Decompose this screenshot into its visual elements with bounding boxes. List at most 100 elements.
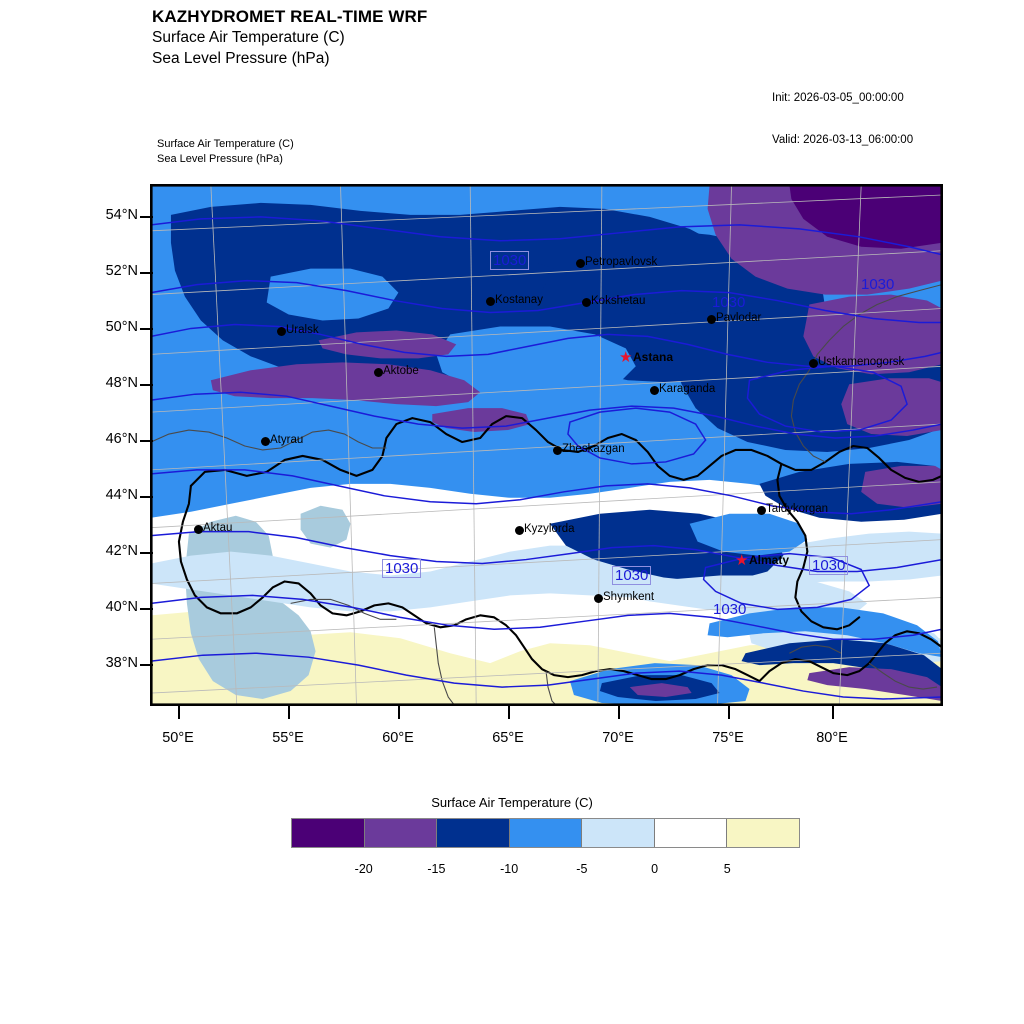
subtitle-temp: Surface Air Temperature (C) <box>152 29 345 46</box>
colorbar[interactable] <box>291 818 800 848</box>
longitude-tick-mark <box>832 706 834 719</box>
longitude-tick-mark <box>508 706 510 719</box>
colorbar-tick-label: 5 <box>723 862 731 876</box>
colorbar-tick-label: 0 <box>651 862 659 876</box>
map-canvas <box>151 185 942 705</box>
latitude-tick-label: 52°N <box>105 263 138 279</box>
weather-map[interactable]: Petropavlovsk Kostanay Kokshetau Pavlodar Ur… <box>150 184 943 706</box>
longitude-tick-label: 60°E <box>382 730 414 746</box>
longitude-tick-label: 65°E <box>492 730 524 746</box>
colorbar-band <box>509 819 583 847</box>
latitude-tick-label: 48°N <box>105 375 138 391</box>
longitude-tick-mark <box>728 706 730 719</box>
city-marker-dot <box>260 436 270 446</box>
map-subtitle: Surface Air Temperature (C) Sea Level Pr… <box>157 137 294 166</box>
longitude-tick-label: 50°E <box>162 730 194 746</box>
isobar-value-label: 1030 <box>712 294 746 311</box>
longitude-tick-mark <box>618 706 620 719</box>
latitude-tick-mark <box>140 328 153 330</box>
city-label: Karaganda <box>659 383 716 395</box>
colorbar-tick-labels: -20 -15 -10 -5 0 5 <box>291 862 800 882</box>
city-label: Uralsk <box>286 324 319 336</box>
isobar-value-label: 1030 <box>861 276 895 293</box>
city-label: Pavlodar <box>716 312 762 324</box>
latitude-tick-mark <box>140 216 153 218</box>
city-layer: Petropavlovsk Kostanay Kokshetau Pavlodar Ur… <box>151 185 942 705</box>
city-label: Ustkamenogorsk <box>818 356 905 368</box>
isobar-value-label: 1030 <box>612 566 652 585</box>
city-label: Kostanay <box>495 294 543 306</box>
latitude-tick-mark <box>140 272 153 274</box>
isobar-value-label: 1030 <box>809 556 849 575</box>
isobar-value-label: 1030 <box>490 251 530 270</box>
city-label: Shymkent <box>603 591 655 603</box>
longitude-tick-mark <box>398 706 400 719</box>
subtitle-pressure: Sea Level Pressure (hPa) <box>152 50 330 67</box>
colorbar-band <box>654 819 728 847</box>
isobar-value-label: 1030 <box>713 601 747 618</box>
longitude-tick-label: 55°E <box>272 730 304 746</box>
latitude-tick-label: 50°N <box>105 319 138 335</box>
capital-label: Almaty <box>749 553 790 567</box>
city-label: Atyrau <box>270 434 304 446</box>
latitude-tick-label: 40°N <box>105 599 138 615</box>
colorbar-tick-label: -10 <box>500 862 519 876</box>
city-marker-dot <box>756 505 766 515</box>
city-marker-dot <box>706 314 716 324</box>
colorbar-tick-label: -5 <box>576 862 588 876</box>
city-label: Aktau <box>203 522 233 534</box>
city-marker-dot <box>373 367 383 377</box>
valid-time-label: Valid: 2026-03-13_06:00:00 <box>772 134 914 146</box>
colorbar-tick-label: -20 <box>354 862 373 876</box>
city-marker-dot <box>593 593 603 603</box>
latitude-tick-mark <box>140 440 153 442</box>
colorbar-title: Surface Air Temperature (C) <box>431 795 593 810</box>
colorbar-band <box>582 819 655 847</box>
city-label: Taldykorgan <box>766 503 829 515</box>
longitude-tick-mark <box>178 706 180 719</box>
colorbar-tick-label: -15 <box>427 862 446 876</box>
city-marker-dot <box>193 524 203 534</box>
city-marker-dot <box>552 445 562 455</box>
latitude-tick-mark <box>140 496 153 498</box>
longitude-tick-label: 75°E <box>712 730 744 746</box>
city-label: Zheskazgan <box>562 443 625 455</box>
page-title: KAZHYDROMET REAL-TIME WRF <box>152 7 428 26</box>
capital-star-icon: ★ <box>619 349 633 366</box>
map-subtitle-pressure: Sea Level Pressure (hPa) <box>157 152 283 165</box>
latitude-tick-label: 54°N <box>105 207 138 223</box>
longitude-tick-label: 80°E <box>816 730 848 746</box>
city-label: Aktobe <box>383 365 419 377</box>
latitude-tick-mark <box>140 552 153 554</box>
city-marker-dot <box>649 385 659 395</box>
city-label: Petropavlovsk <box>585 256 658 268</box>
header-block: KAZHYDROMET REAL-TIME WRF Surface Air Te… <box>152 6 427 69</box>
latitude-tick-label: 42°N <box>105 543 138 559</box>
latitude-tick-label: 46°N <box>105 431 138 447</box>
city-marker-dot <box>276 326 286 336</box>
latitude-tick-label: 44°N <box>105 487 138 503</box>
longitude-tick-mark <box>288 706 290 719</box>
city-marker-dot <box>581 297 591 307</box>
colorbar-band <box>727 819 800 847</box>
city-label: Kokshetau <box>591 295 646 307</box>
city-marker-dot <box>485 296 495 306</box>
colorbar-band <box>364 819 438 847</box>
city-marker-dot <box>575 258 585 268</box>
city-label: Kyzylorda <box>524 523 575 535</box>
latitude-tick-mark <box>140 608 153 610</box>
latitude-tick-mark <box>140 664 153 666</box>
colorbar-band <box>292 819 365 847</box>
isobar-value-label: 1030 <box>382 559 422 578</box>
isobar-label-layer: 1030 1030 1030 1030 1030 1030 1030 <box>151 185 942 705</box>
latitude-tick-mark <box>140 384 153 386</box>
colorbar-band <box>437 819 510 847</box>
city-marker-dot <box>808 358 818 368</box>
timestamp-block: Init: 2026-03-05_00:00:00 Valid: 2026-03… <box>772 63 913 161</box>
city-marker-dot <box>514 525 524 535</box>
latitude-tick-label: 38°N <box>105 655 138 671</box>
capital-star-icon: ★ <box>735 552 749 569</box>
capital-label: Astana <box>633 350 674 364</box>
map-subtitle-temp: Surface Air Temperature (C) <box>157 138 294 150</box>
longitude-tick-label: 70°E <box>602 730 634 746</box>
